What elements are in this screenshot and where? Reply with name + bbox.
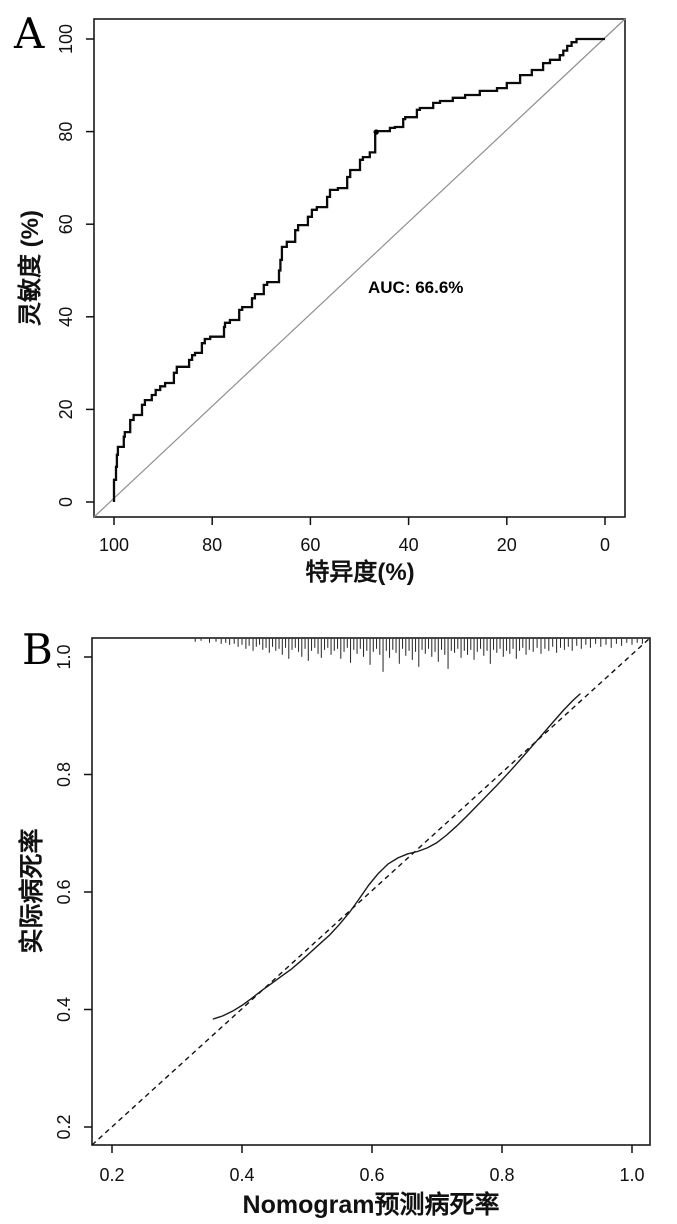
y-axis-tick-label: 60 [56, 214, 76, 234]
roc-curve-marker-point [373, 129, 379, 135]
x-axis-tick-label: 80 [202, 535, 222, 555]
y-axis-tick-label: 0.6 [54, 879, 74, 904]
y-axis-tick-label: 0.4 [54, 997, 74, 1022]
y-axis-tick-label: 0.2 [54, 1114, 74, 1139]
x-axis-tick-label: 40 [399, 535, 419, 555]
x-axis-tick-label: 1.0 [619, 1165, 644, 1185]
y-axis-tick-label: 1.0 [54, 644, 74, 669]
x-axis-tick-label: 0 [600, 535, 610, 555]
chance-diagonal-line [93, 18, 626, 518]
x-axis-tick-label: 100 [99, 535, 129, 555]
x-axis-tick-label: 0.2 [99, 1165, 124, 1185]
x-axis-tick-label: 0.8 [489, 1165, 514, 1185]
y-axis-tick-label: 100 [56, 24, 76, 54]
roc-x-axis-title: 特异度(%) [305, 558, 414, 586]
ideal-dashed-line [91, 637, 651, 1146]
y-axis-tick-label: 40 [56, 307, 76, 327]
panel-b-letter: B [22, 625, 53, 674]
roc-plot-border [93, 18, 626, 518]
y-axis-tick-label: 0.8 [54, 762, 74, 787]
calibration-x-axis-title: Nomogram预测病死率 [243, 1190, 500, 1219]
roc-y-axis-title: 灵敏度 (%) [16, 210, 44, 326]
calibration-curve [212, 693, 581, 1020]
auc-annotation: AUC: 66.6% [368, 278, 463, 297]
x-axis-tick-label: 0.4 [229, 1165, 254, 1185]
x-axis-tick-label: 20 [497, 535, 517, 555]
x-axis-tick-label: 60 [300, 535, 320, 555]
x-axis-tick-label: 0.6 [359, 1165, 384, 1185]
calibration-chart-panel-b: B 0.2 0.4 0.6 0.8 1.0 0.2 0.4 0.6 0.8 1.0 实际病死率 N… [17, 625, 651, 1219]
calibration-y-axis-title: 实际病死率 [17, 828, 46, 953]
panel-a-letter: A [13, 9, 45, 58]
y-axis-tick-label: 80 [56, 122, 76, 142]
roc-chart-panel-a: A 100 80 60 40 20 0 0 20 40 60 80 100 灵敏度 (%) 特异度(%… [13, 9, 626, 586]
roc-curve [112, 37, 605, 502]
y-axis-tick-label: 0 [56, 497, 76, 507]
y-axis-tick-label: 20 [56, 399, 76, 419]
